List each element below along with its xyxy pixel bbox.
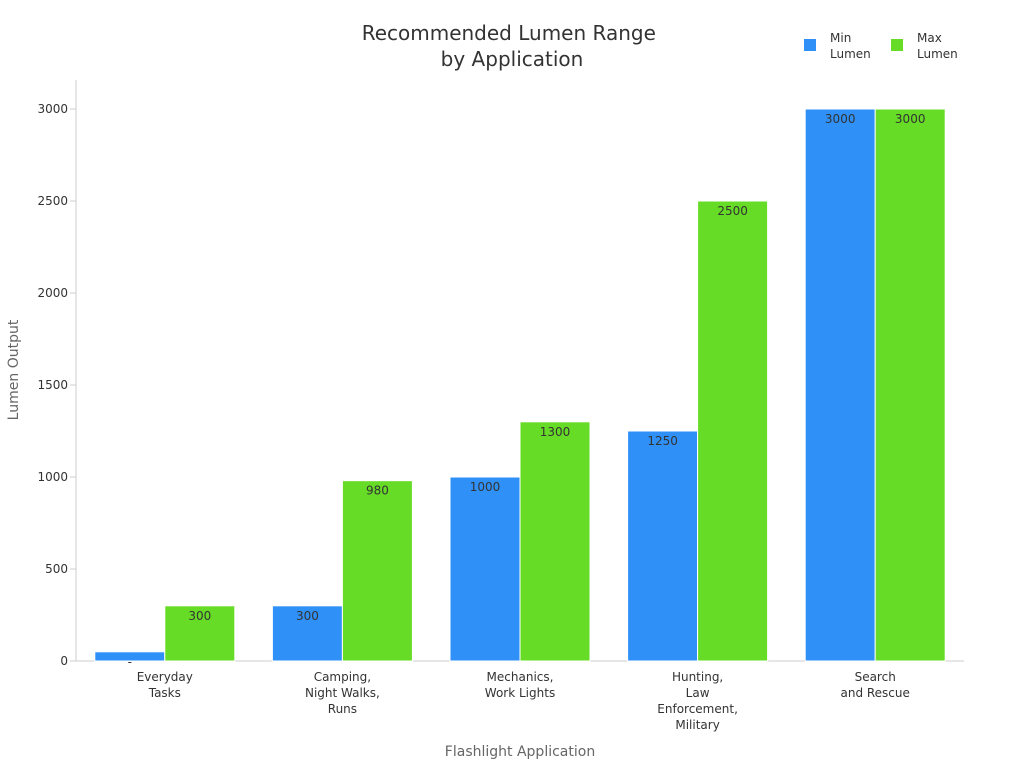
- bar-series-1-0: [164, 605, 236, 662]
- legend-label-line: Lumen: [917, 47, 958, 61]
- x-tick-label: Search and Rescue: [840, 670, 909, 700]
- chart-title-line-1: Recommended Lumen Range: [362, 21, 656, 45]
- legend-label-line: Lumen: [830, 47, 871, 61]
- bar-value-label: -: [128, 655, 132, 669]
- y-axis: 0 500 1000 1500 2000 2500 3000: [37, 80, 77, 668]
- x-axis-title: Flashlight Application: [445, 744, 595, 760]
- bar-series-0-4: [804, 108, 876, 662]
- bar-series-0-3: [627, 430, 699, 662]
- x-tick-label-line: Everyday: [137, 670, 193, 684]
- x-tick-label-line: Camping,: [314, 670, 371, 684]
- bar-series-0-2: [449, 476, 521, 662]
- x-tick-label: Everyday Tasks: [137, 670, 193, 700]
- x-tick-label-line: Hunting,: [672, 670, 723, 684]
- bar-value-label: 3000: [895, 112, 926, 126]
- bar-value-label: 1250: [647, 434, 678, 448]
- y-tick-label: 1000: [37, 470, 68, 484]
- y-tick-label: 2000: [37, 286, 68, 300]
- y-axis-title: Lumen Output: [6, 319, 22, 420]
- y-tick-label: 500: [45, 562, 68, 576]
- legend-label: Max Lumen: [917, 31, 958, 61]
- bar-series-1-1: [341, 480, 413, 662]
- x-tick-label-line: and Rescue: [840, 686, 909, 700]
- legend: Min Lumen Max Lumen: [804, 31, 958, 61]
- x-tick-label: Hunting, Law Enforcement, Military: [657, 670, 738, 732]
- bar-value-label: 2500: [717, 204, 748, 218]
- x-tick-label-line: Mechanics,: [487, 670, 554, 684]
- x-tick-label-line: Runs: [328, 702, 357, 716]
- legend-label: Min Lumen: [830, 31, 871, 61]
- bar-value-label: 1300: [540, 425, 571, 439]
- legend-swatch: [804, 39, 816, 51]
- bar-series-0-1: [271, 605, 343, 662]
- y-tick-label: 0: [60, 654, 68, 668]
- legend-label-line: Min: [830, 31, 851, 45]
- legend-swatch: [891, 39, 903, 51]
- bar-value-label: 3000: [825, 112, 856, 126]
- x-tick-label-line: Military: [675, 718, 719, 732]
- chart-title: Recommended Lumen Range by Application: [362, 21, 663, 71]
- bars: [94, 108, 946, 662]
- bar-series-1-3: [697, 200, 769, 662]
- chart-title-line-2: by Application: [441, 47, 584, 71]
- y-tick-label: 3000: [37, 102, 68, 116]
- y-tick-label: 2500: [37, 194, 68, 208]
- y-tick-label: 1500: [37, 378, 68, 392]
- bar-labels: - 300 300 980 1000 1300 1250 2500 3000 3000: [128, 112, 926, 669]
- bar-series-1-4: [874, 108, 946, 662]
- bar-series-1-2: [519, 421, 591, 662]
- legend-item-1: Max Lumen: [891, 31, 958, 61]
- legend-item-0: Min Lumen: [804, 31, 871, 61]
- bar-value-label: 1000: [470, 480, 501, 494]
- bar-value-label: 980: [366, 484, 389, 498]
- x-tick-label: Mechanics, Work Lights: [485, 670, 555, 700]
- x-tick-label-line: Work Lights: [485, 686, 555, 700]
- x-tick-label-line: Tasks: [148, 686, 181, 700]
- x-tick-label-line: Search: [855, 670, 896, 684]
- x-tick-label-line: Night Walks,: [305, 686, 380, 700]
- legend-label-line: Max: [917, 31, 942, 45]
- x-tick-label: Camping, Night Walks, Runs: [305, 670, 380, 716]
- x-axis: Everyday Tasks Camping, Night Walks, Runs Mec…: [76, 660, 964, 732]
- bar-value-label: 300: [188, 609, 211, 623]
- bar-value-label: 300: [296, 609, 319, 623]
- x-tick-label-line: Enforcement,: [657, 702, 738, 716]
- x-tick-label-line: Law: [686, 686, 710, 700]
